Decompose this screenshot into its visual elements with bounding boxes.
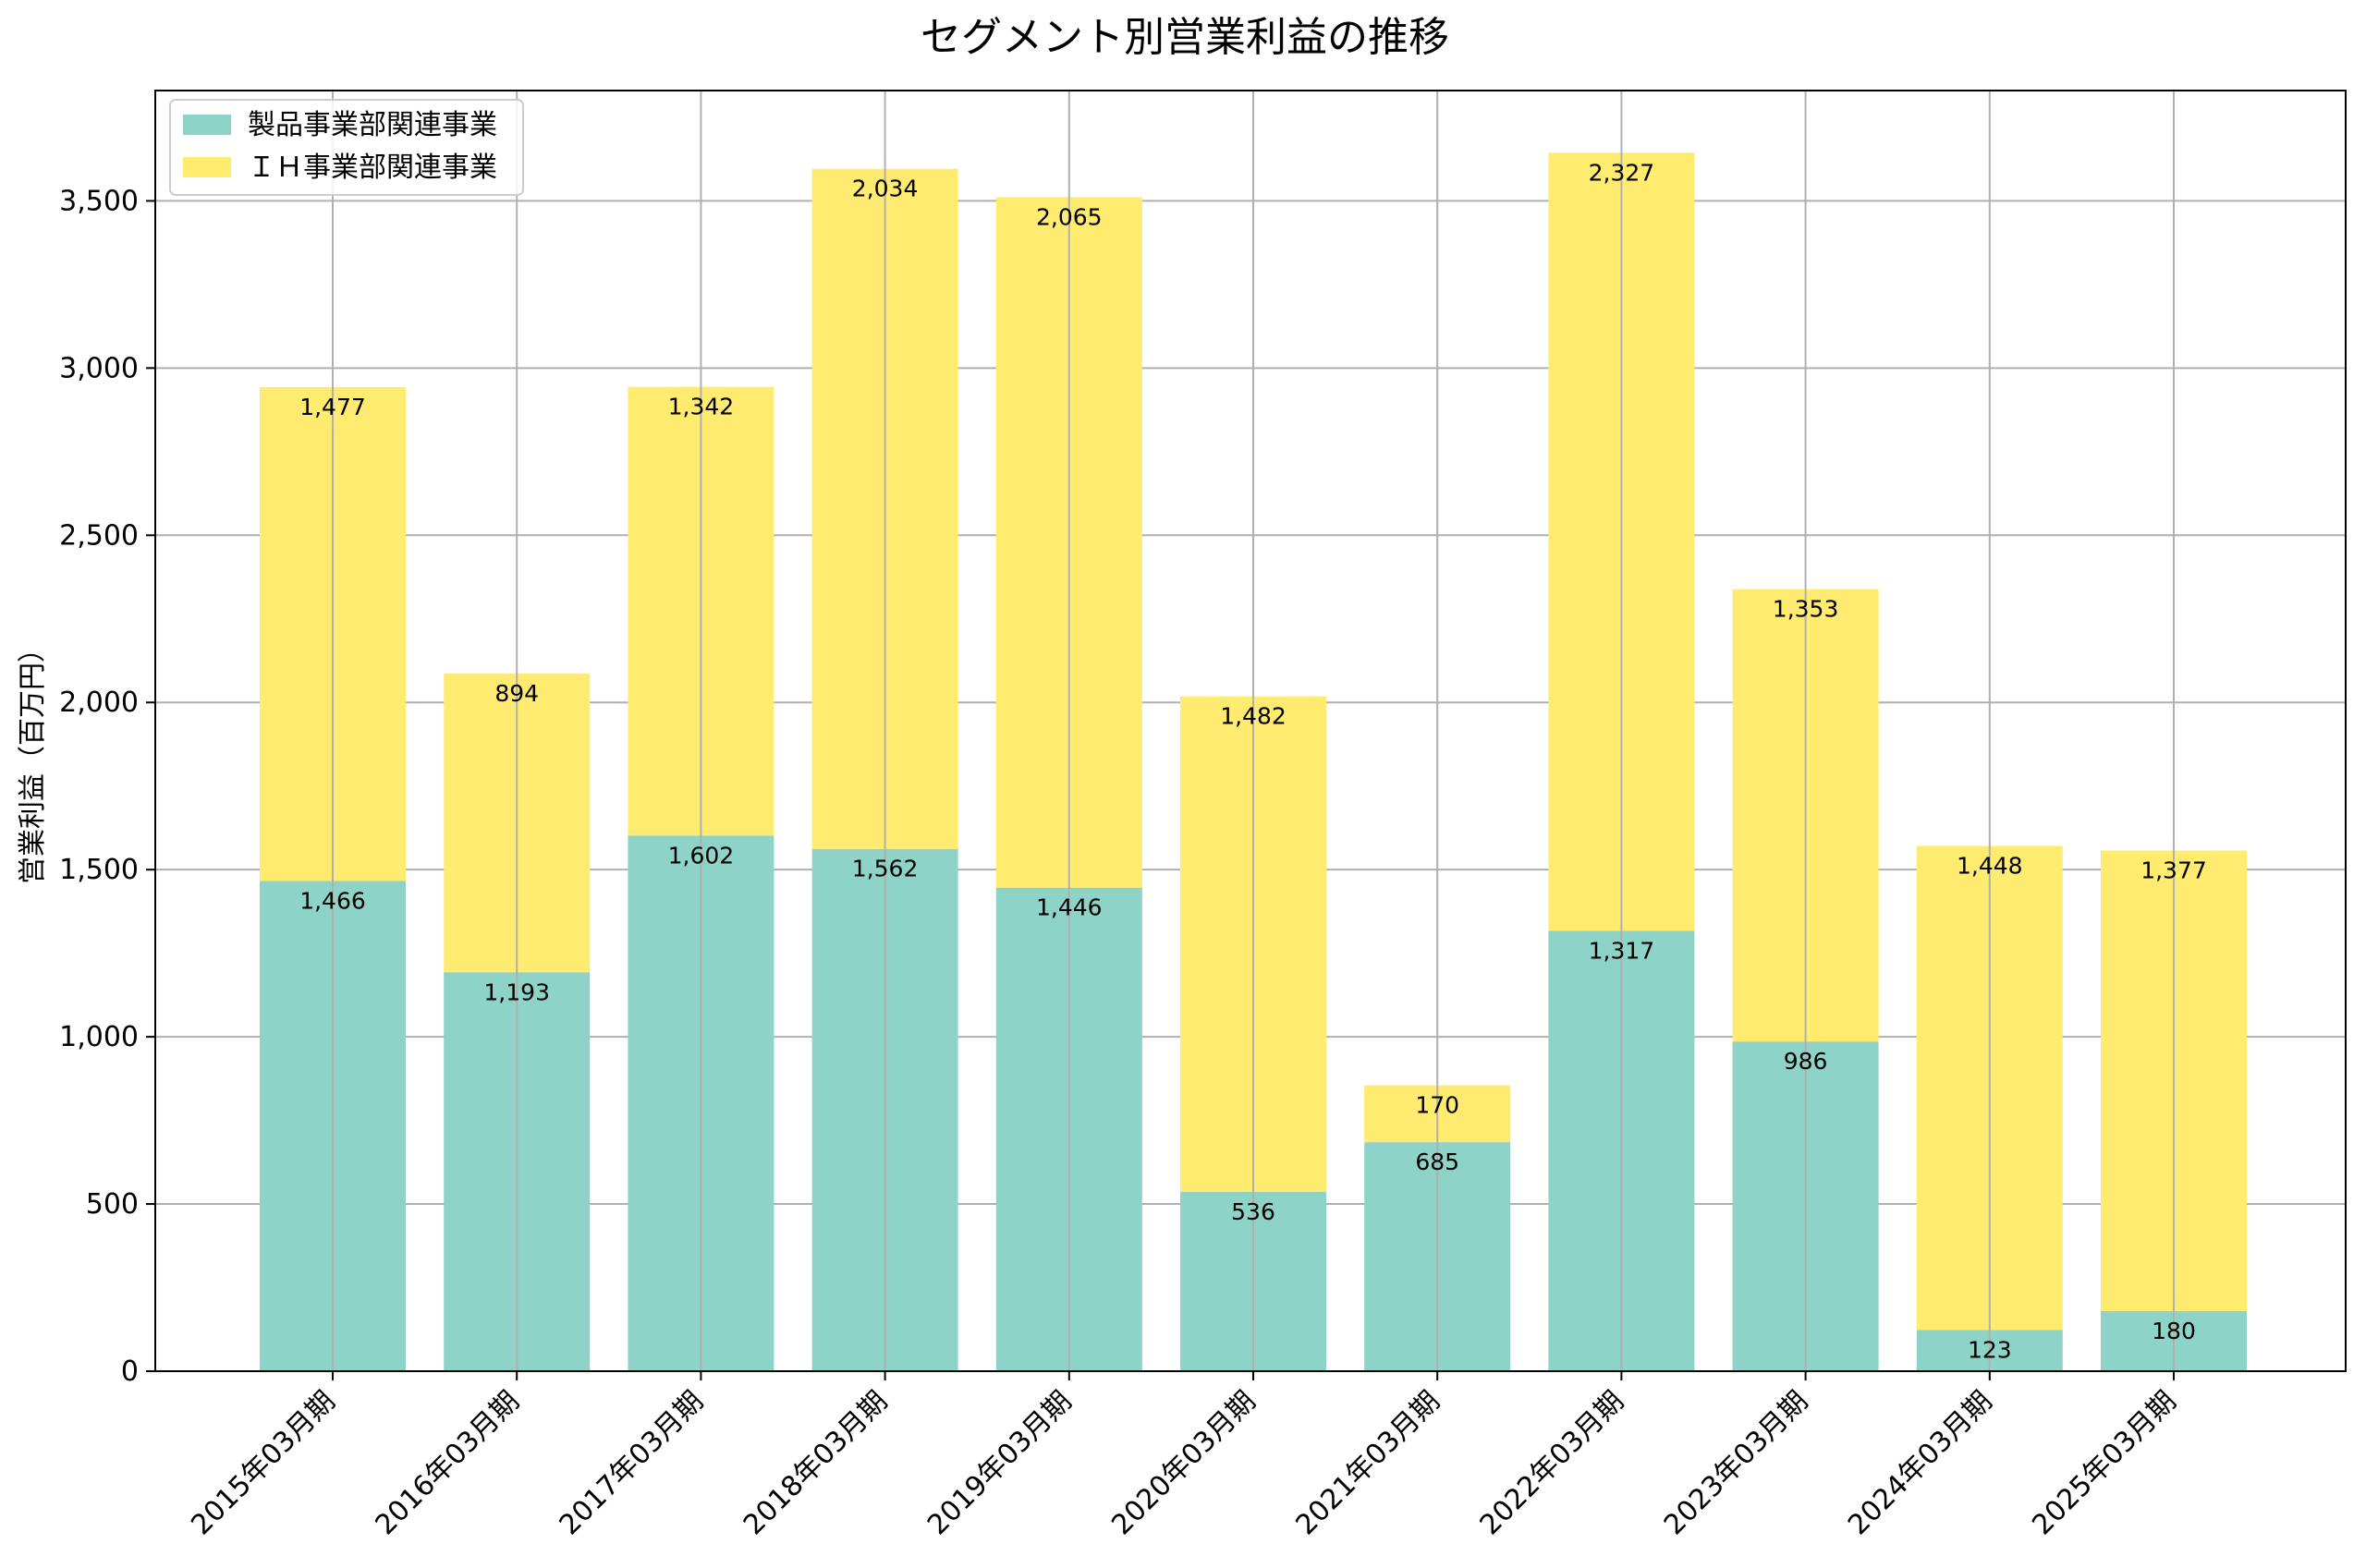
y-tick-label: 2,000 bbox=[59, 687, 139, 719]
data-label-ih: 894 bbox=[494, 680, 539, 707]
y-tick-label: 1,000 bbox=[59, 1021, 139, 1053]
data-label-ih: 1,482 bbox=[1220, 703, 1287, 730]
data-label-product: 1,193 bbox=[483, 978, 550, 1005]
legend: 製品事業部関連事業 ＩＨ事業部関連事業 bbox=[169, 99, 524, 196]
data-label-ih: 2,065 bbox=[1036, 203, 1103, 230]
data-labels: 1,466 1,477 1,193 894 1,602 1,342 1,562 2,034 1,… bbox=[299, 159, 2207, 1363]
data-label-product: 123 bbox=[1968, 1336, 2012, 1363]
y-tick-label: 1,500 bbox=[59, 854, 139, 886]
x-tick-label: 2023年03月期 bbox=[1658, 1385, 1814, 1541]
x-tick-label: 2017年03月期 bbox=[554, 1385, 710, 1541]
data-label-product: 685 bbox=[1415, 1149, 1459, 1175]
data-label-product: 536 bbox=[1231, 1198, 1275, 1225]
legend-entry: ＩＨ事業部関連事業 bbox=[248, 152, 497, 184]
data-label-ih: 170 bbox=[1415, 1092, 1459, 1119]
data-label-product: 1,562 bbox=[852, 856, 919, 882]
legend-entry: 製品事業部関連事業 bbox=[248, 109, 497, 141]
x-tick-label: 2019年03月期 bbox=[921, 1385, 1078, 1541]
x-tick-label: 2020年03月期 bbox=[1105, 1385, 1262, 1541]
y-axis-label: 営業利益（百万円） bbox=[17, 635, 49, 884]
x-tick-label: 2016年03月期 bbox=[369, 1385, 525, 1541]
data-label-ih: 1,353 bbox=[1773, 596, 1839, 623]
y-tick-label: 500 bbox=[86, 1188, 139, 1221]
data-label-ih: 1,448 bbox=[1957, 852, 2023, 879]
data-label-product: 1,466 bbox=[299, 887, 366, 914]
data-label-product: 1,446 bbox=[1036, 894, 1103, 921]
legend-box bbox=[169, 99, 524, 196]
data-label-ih: 2,034 bbox=[852, 176, 919, 202]
y-tick-label: 3,000 bbox=[59, 352, 139, 384]
data-label-ih: 2,327 bbox=[1589, 159, 1655, 186]
chart-title: セグメント別営業利益の推移 bbox=[921, 14, 1449, 61]
data-label-product: 180 bbox=[2152, 1318, 2196, 1344]
y-tick-label: 0 bbox=[121, 1355, 139, 1388]
data-label-product: 1,317 bbox=[1589, 937, 1655, 964]
y-tick-label: 3,500 bbox=[59, 185, 139, 217]
data-label-ih: 1,477 bbox=[299, 394, 366, 420]
x-tick-label: 2025年03月期 bbox=[2026, 1385, 2182, 1541]
x-tick-label: 2022年03月期 bbox=[1474, 1385, 1630, 1541]
legend-swatch bbox=[183, 157, 231, 177]
x-tick-label: 2024年03月期 bbox=[1842, 1385, 1998, 1541]
data-label-ih: 1,342 bbox=[668, 394, 735, 420]
x-tick-label: 2018年03月期 bbox=[738, 1385, 894, 1541]
data-label-product: 1,602 bbox=[668, 842, 735, 869]
data-label-ih: 1,377 bbox=[2140, 857, 2207, 884]
legend-swatch bbox=[183, 115, 231, 135]
x-tick-label: 2021年03月期 bbox=[1289, 1385, 1445, 1541]
plot-frame bbox=[154, 90, 2347, 1372]
x-tick-label: 2015年03月期 bbox=[185, 1385, 341, 1541]
data-label-product: 986 bbox=[1784, 1048, 1828, 1075]
y-tick-label: 2,500 bbox=[59, 519, 139, 552]
